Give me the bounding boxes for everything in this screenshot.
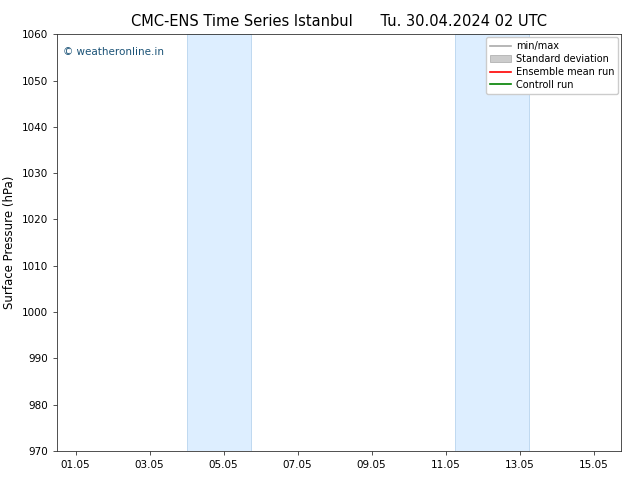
- Bar: [186, 34, 251, 451]
- Legend: min/max, Standard deviation, Ensemble mean run, Controll run: min/max, Standard deviation, Ensemble me…: [486, 37, 618, 94]
- Text: © weatheronline.in: © weatheronline.in: [63, 47, 164, 57]
- Bar: [455, 34, 529, 451]
- Y-axis label: Surface Pressure (hPa): Surface Pressure (hPa): [3, 176, 16, 309]
- Title: CMC-ENS Time Series Istanbul      Tu. 30.04.2024 02 UTC: CMC-ENS Time Series Istanbul Tu. 30.04.2…: [131, 14, 547, 29]
